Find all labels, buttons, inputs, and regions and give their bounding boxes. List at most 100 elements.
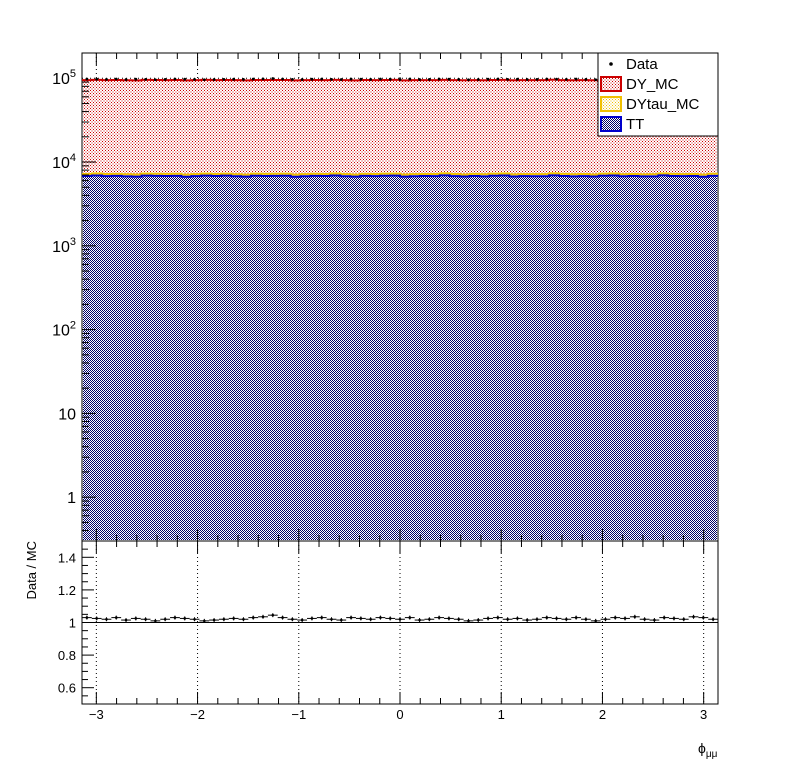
ratio-point	[653, 618, 656, 622]
data-point	[271, 77, 275, 80]
legend-marker-box	[600, 116, 622, 132]
ratio-point	[565, 617, 568, 621]
y-tick-label: 105	[52, 68, 76, 88]
data-point	[310, 77, 314, 81]
ratio-point	[114, 616, 118, 619]
legend-marker-box	[600, 76, 622, 92]
ratio-point	[604, 617, 607, 621]
y-tick-label: 102	[52, 320, 76, 340]
ratio-point	[476, 618, 480, 622]
y-tick-label: 104	[52, 152, 76, 172]
data-point	[594, 78, 598, 82]
ratio-point	[574, 616, 578, 619]
data-point	[467, 78, 470, 82]
ratio-point	[95, 617, 98, 620]
data-point	[349, 77, 353, 81]
data-point	[281, 77, 284, 81]
ratio-point	[300, 618, 304, 622]
data-point	[212, 78, 216, 81]
ratio-point	[193, 617, 196, 621]
data-point	[418, 78, 421, 81]
data-point	[330, 77, 333, 81]
legend-marker-box	[600, 96, 622, 112]
ratio-point	[320, 616, 324, 619]
ratio-point	[711, 617, 715, 621]
ratio-point	[692, 615, 695, 619]
ratio-axis-label: Data / MC	[24, 541, 39, 600]
ratio-point	[183, 617, 187, 620]
ratio-point	[486, 617, 490, 620]
ratio-point	[525, 618, 529, 622]
x-tick-label: 2	[599, 707, 606, 722]
data-point	[300, 78, 304, 81]
ratio-point	[388, 617, 392, 620]
data-point	[153, 78, 157, 82]
lower-y-tick-label: 0.6	[58, 681, 76, 696]
legend-marker-data	[609, 62, 613, 66]
data-point	[486, 77, 490, 81]
ratio-point	[222, 617, 226, 621]
data-point	[242, 77, 245, 81]
ratio-point	[310, 617, 314, 620]
lower-y-tick-label: 0.8	[58, 648, 76, 663]
ratio-point	[408, 616, 412, 619]
data-point	[369, 77, 373, 81]
data-point	[535, 77, 539, 81]
ratio-point	[379, 616, 382, 619]
ratio-points	[82, 613, 718, 623]
x-axis-label: ϕμμ	[698, 740, 718, 760]
data-point	[457, 77, 461, 81]
ratio-point	[144, 617, 147, 621]
ratio-point	[437, 616, 441, 619]
data-point	[388, 77, 392, 81]
lower-y-tick-label: 1	[69, 616, 76, 631]
ratio-point	[418, 618, 421, 622]
ratio-point	[613, 616, 617, 619]
ratio-point	[281, 616, 284, 619]
ratio-point	[623, 617, 627, 620]
legend-label: DY_MC	[626, 76, 679, 93]
y-tick-label: 1	[67, 490, 76, 507]
data-point	[232, 77, 236, 81]
data-point	[144, 77, 148, 81]
ratio-point	[662, 616, 666, 619]
lower-y-axis: 0.6 0.8 1 1.2 1.4	[58, 540, 94, 705]
y-tick-label: 10	[58, 406, 76, 423]
ratio-point	[261, 615, 265, 619]
ratio-point	[516, 617, 519, 620]
x-tick-label: −1	[291, 707, 306, 722]
ratio-point	[339, 618, 343, 622]
upper-stack	[82, 78, 718, 540]
ratio-point	[242, 617, 245, 621]
dytau-mc-line	[82, 172, 718, 176]
legend-label: Data	[626, 56, 658, 73]
ratio-point	[398, 617, 402, 621]
data-point	[506, 77, 510, 81]
data-point	[222, 77, 226, 81]
ratio-point	[369, 617, 372, 621]
ratio-point	[428, 617, 431, 621]
ratio-point	[291, 617, 294, 621]
data-point	[95, 77, 99, 81]
x-tick-label: −2	[190, 707, 205, 722]
data-point	[163, 77, 167, 81]
data-point	[261, 77, 265, 81]
data-point	[202, 78, 206, 82]
ratio-point	[232, 617, 235, 620]
data-point	[545, 77, 549, 81]
ratio-point	[467, 619, 470, 623]
data-point	[525, 78, 529, 81]
data-point	[516, 77, 519, 81]
ratio-point	[555, 617, 558, 620]
y-tick-label: 103	[52, 236, 76, 256]
data-point	[379, 77, 382, 81]
data-point	[437, 77, 441, 81]
data-point	[427, 77, 431, 81]
tt-line	[82, 174, 718, 178]
legend-label: TT	[626, 116, 644, 133]
ratio-point	[672, 617, 676, 620]
ratio-point	[496, 616, 500, 619]
data-point	[408, 77, 412, 81]
ratio-point	[584, 617, 588, 621]
data-point	[339, 78, 343, 81]
